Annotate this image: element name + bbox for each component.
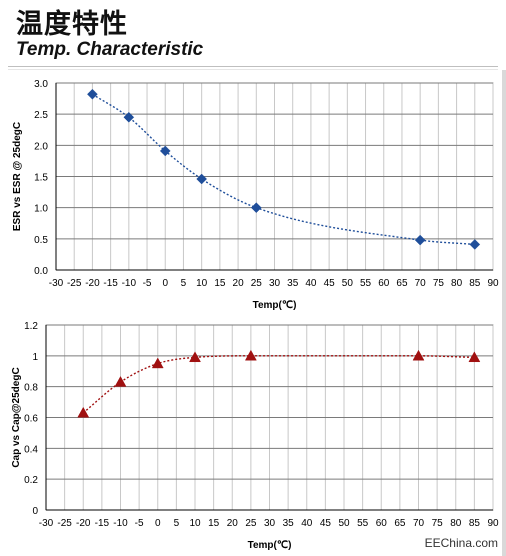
cap-x-tick-label: 5: [174, 518, 180, 529]
cap-x-tick-label: 85: [469, 518, 481, 529]
esr-x-tick-label: 5: [181, 278, 187, 289]
cap-data-point: [412, 349, 425, 361]
esr-x-tick-label: 25: [251, 278, 263, 289]
cap-x-tick-label: 75: [432, 518, 444, 529]
watermark: EEChina.com: [424, 536, 498, 550]
esr-data-point: [159, 145, 171, 157]
esr-x-tick-label: -15: [103, 278, 118, 289]
cap-x-tick-label: 90: [487, 518, 499, 529]
cap-x-tick-label: 25: [245, 518, 257, 529]
esr-x-tick-label: -5: [143, 278, 152, 289]
title-divider: [8, 66, 498, 67]
cap-x-tick-label: 20: [227, 518, 239, 529]
esr-x-tick-label: 35: [287, 278, 299, 289]
esr-data-point: [250, 202, 262, 214]
esr-data-point: [123, 111, 135, 123]
cap-x-tick-label: 10: [189, 518, 201, 529]
cap-y-tick-label: 0.6: [24, 414, 38, 425]
esr-x-tick-label: -10: [122, 278, 137, 289]
esr-y-tick-label: 0.5: [34, 235, 48, 246]
chart-title-english: Temp. Characteristic: [16, 39, 204, 60]
cap-x-tick-label: 70: [413, 518, 425, 529]
esr-x-tick-label: 85: [469, 278, 481, 289]
esr-x-tick-label: 60: [378, 278, 390, 289]
chart-title-chinese: 温度特性: [16, 9, 128, 40]
cap-x-tick-label: 40: [301, 518, 313, 529]
esr-x-tick-label: 65: [396, 278, 408, 289]
esr-x-tick-label: 10: [196, 278, 208, 289]
esr-data-point: [196, 173, 208, 185]
cap-x-tick-label: 55: [357, 518, 369, 529]
cap-x-tick-label: 35: [283, 518, 295, 529]
cap-x-tick-label: 50: [338, 518, 350, 529]
esr-y-tick-label: 2.5: [34, 110, 48, 121]
cap-x-tick-label: 15: [208, 518, 220, 529]
cap-data-point: [189, 351, 201, 363]
cap-x-tick-label: -15: [95, 518, 110, 529]
esr-x-tick-label: 70: [415, 278, 427, 289]
esr-x-tick-label: -20: [85, 278, 100, 289]
cap-x-tick-label: 45: [320, 518, 332, 529]
esr-y-axis-title: ESR vs ESR @ 25degC: [12, 122, 23, 231]
esr-y-tick-label: 1.5: [34, 173, 48, 184]
cap-data-point: [114, 376, 127, 387]
esr-x-axis-title: Temp(℃): [253, 300, 297, 311]
esr-x-tick-label: 15: [214, 278, 226, 289]
esr-data-point: [414, 234, 426, 246]
esr-y-tick-label: 1.0: [34, 204, 48, 215]
esr-y-tick-label: 3.0: [34, 79, 48, 90]
esr-data-point: [469, 239, 481, 250]
cap-y-tick-label: 0.4: [24, 444, 38, 455]
esr-x-tick-label: 50: [342, 278, 354, 289]
cap-y-axis-title: Cap vs Cap@25degC: [11, 367, 22, 467]
cap-x-tick-label: -20: [76, 518, 91, 529]
cap-x-tick-label: -10: [113, 518, 128, 529]
cap-y-tick-label: 0.8: [24, 383, 38, 394]
esr-data-point: [87, 88, 98, 100]
esr-x-tick-label: 45: [324, 278, 336, 289]
title-divider-shadow: [8, 69, 498, 70]
cap-x-tick-label: 60: [376, 518, 388, 529]
cap-x-tick-label: 30: [264, 518, 276, 529]
esr-x-tick-label: 55: [360, 278, 372, 289]
esr-x-tick-label: 20: [233, 278, 245, 289]
esr-x-tick-label: 75: [433, 278, 445, 289]
esr-x-tick-label: 90: [487, 278, 499, 289]
esr-x-tick-label: 80: [451, 278, 463, 289]
cap-x-axis-title: Temp(℃): [248, 540, 292, 551]
esr-x-tick-label: 0: [162, 278, 168, 289]
page-edge-bar: [502, 70, 506, 556]
esr-chart: -30 -25 -20 -15 -10 -5 0 5 10 15 20 25 30 35 40 45 50 55 6…: [12, 79, 499, 311]
cap-y-tick-label: 0.2: [24, 475, 38, 486]
esr-x-tick-label: -30: [49, 278, 64, 289]
cap-data-point: [151, 357, 164, 369]
esr-y-tick-label: 0.0: [34, 266, 48, 277]
capacitance-chart: -30 -25 -20 -15 -10 -5 0 5 10 15 20 25 30 35 40 45 50 55 6…: [11, 321, 499, 551]
cap-x-tick-label: 0: [155, 518, 161, 529]
cap-y-tick-label: 1.2: [24, 321, 38, 332]
cap-data-point: [468, 351, 481, 363]
esr-x-tick-label: 30: [269, 278, 281, 289]
esr-y-tick-label: 2.0: [34, 141, 48, 152]
cap-x-tick-label: 80: [450, 518, 462, 529]
cap-x-tick-label: -25: [57, 518, 72, 529]
cap-x-tick-label: -5: [135, 518, 144, 529]
cap-data-point: [77, 406, 90, 418]
cap-x-tick-label: 65: [394, 518, 406, 529]
cap-data-point: [244, 349, 257, 361]
cap-y-tick-label: 1: [32, 352, 38, 363]
cap-x-tick-label: -30: [39, 518, 54, 529]
cap-y-tick-label: 0: [32, 506, 38, 517]
esr-x-tick-label: 40: [305, 278, 317, 289]
esr-x-tick-label: -25: [67, 278, 82, 289]
